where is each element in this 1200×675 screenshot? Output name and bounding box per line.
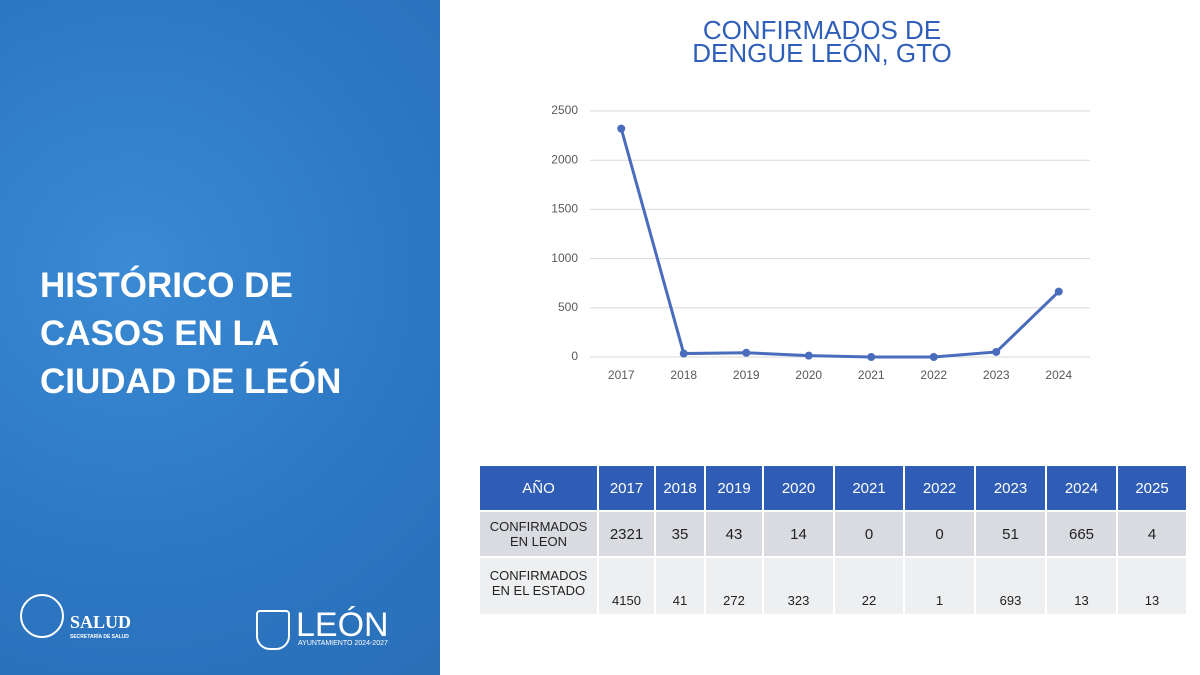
logo-subtext: SECRETARÍA DE SALUD xyxy=(70,634,129,640)
x-tick-label: 2024 xyxy=(1045,368,1072,382)
table-cell: 43 xyxy=(704,510,764,558)
table-cell: 693 xyxy=(974,556,1047,616)
table-cell: AÑO xyxy=(478,464,599,512)
table-cell: 2018 xyxy=(654,464,706,512)
data-point xyxy=(1054,287,1063,296)
data-point xyxy=(929,353,938,361)
table-cell: 2019 xyxy=(704,464,764,512)
table-cell: 4 xyxy=(1116,510,1188,558)
data-point xyxy=(617,124,626,133)
x-tick-label: 2022 xyxy=(920,368,947,382)
table-cell: CONFIRMADOS EN LEON xyxy=(478,510,599,558)
leon-emblem xyxy=(256,610,290,650)
logo-subtext: AYUNTAMIENTO 2024-2027 xyxy=(298,640,388,647)
table-cell: 2025 xyxy=(1116,464,1188,512)
chart-title: CONFIRMADOS DE xyxy=(703,15,941,45)
title-line: CASOS EN LA xyxy=(40,314,280,353)
data-table: AÑO 2017 2018 2019 2020 2021 2022 2023 2024 2025 C… xyxy=(478,464,1188,616)
data-point xyxy=(867,353,876,361)
table-cell: 22 xyxy=(833,556,905,616)
table-cell: 41 xyxy=(654,556,706,616)
table-cell: 2017 xyxy=(597,464,656,512)
logo-text: SALUD xyxy=(70,612,132,632)
y-tick-label: 1000 xyxy=(551,251,578,265)
y-tick-label: 500 xyxy=(558,300,578,314)
y-tick-label: 2000 xyxy=(551,152,578,166)
y-tick-label: 0 xyxy=(571,349,578,363)
table-cell: 13 xyxy=(1045,556,1118,616)
title-line: CIUDAD DE LEÓN xyxy=(40,362,342,401)
table-cell: 2023 xyxy=(974,464,1047,512)
table-cell: 13 xyxy=(1116,556,1188,616)
data-line xyxy=(619,128,1060,359)
table-cell: 272 xyxy=(704,556,764,616)
x-tick-label: 2017 xyxy=(608,368,635,382)
data-point xyxy=(679,349,688,358)
table-cell: 51 xyxy=(974,510,1047,558)
table-cell: 2321 xyxy=(597,510,656,558)
table-row: CONFIRMADOS EN EL ESTADO 4150 41 272 323 22 1 6… xyxy=(478,556,1188,616)
table-cell: 0 xyxy=(903,510,976,558)
table-cell: 1 xyxy=(903,556,976,616)
table-cell: 14 xyxy=(762,510,835,558)
table-row: AÑO 2017 2018 2019 2020 2021 2022 2023 2024 2025 xyxy=(478,464,1188,512)
chart-title: DENGUE LEÓN, GTO xyxy=(692,38,952,68)
logo-text: LEÓN xyxy=(296,606,389,644)
data-point xyxy=(992,347,1001,356)
data-point xyxy=(804,351,813,360)
y-tick-label: 2500 xyxy=(551,103,578,117)
table-cell: 2020 xyxy=(762,464,835,512)
panel-title: HISTÓRICO DE CASOS EN LA CIUDAD DE LEÓN xyxy=(40,262,341,406)
table-cell: 35 xyxy=(654,510,706,558)
x-tick-label: 2020 xyxy=(795,368,822,382)
table-cell: 2024 xyxy=(1045,464,1118,512)
title-line: HISTÓRICO DE xyxy=(40,266,293,305)
chart: CONFIRMADOS DE DENGUE LEÓN, GTO 0 500 1000… xyxy=(551,15,1090,382)
x-tick-label: 2019 xyxy=(733,368,760,382)
x-tick-label: 2018 xyxy=(670,368,697,382)
y-tick-label: 1500 xyxy=(551,202,578,216)
salud-emblem xyxy=(20,594,64,638)
table-cell: 323 xyxy=(762,556,835,616)
table-cell: 2022 xyxy=(903,464,976,512)
data-point xyxy=(742,348,751,357)
table-row: CONFIRMADOS EN LEON 2321 35 43 14 0 0 51 665 4 xyxy=(478,510,1188,558)
left-panel: HISTÓRICO DE CASOS EN LA CIUDAD DE LEÓN … xyxy=(0,0,440,675)
table-cell: 4150 xyxy=(597,556,656,616)
table-cell: 665 xyxy=(1045,510,1118,558)
x-tick-label: 2021 xyxy=(858,368,885,382)
table-cell: CONFIRMADOS EN EL ESTADO xyxy=(478,556,599,616)
x-tick-label: 2023 xyxy=(983,368,1010,382)
table-cell: 2021 xyxy=(833,464,905,512)
table-cell: 0 xyxy=(833,510,905,558)
